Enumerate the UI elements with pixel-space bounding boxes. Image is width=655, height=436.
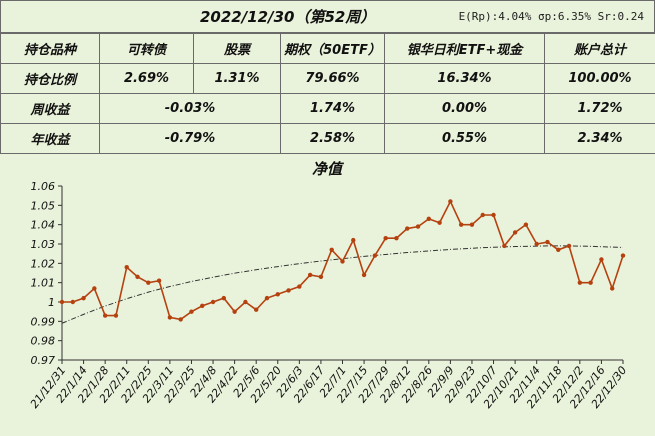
nav-point bbox=[480, 212, 485, 218]
nav-point bbox=[340, 259, 345, 264]
row-label: 年收益 bbox=[0, 123, 100, 154]
y-tick-label: 1 bbox=[48, 296, 55, 309]
table-row: 年收益 -0.79% 2.58% 0.55% 2.34% bbox=[0, 123, 655, 154]
nav-point bbox=[264, 295, 270, 301]
plot-area bbox=[59, 199, 626, 324]
nav-point bbox=[599, 257, 604, 262]
table-cell: 100.00% bbox=[544, 63, 655, 94]
chart-axes: 0.970.980.9911.011.021.031.041.051.0621/… bbox=[28, 180, 630, 411]
nav-point bbox=[81, 295, 86, 301]
table-cell: 2.58% bbox=[280, 123, 385, 154]
nav-point bbox=[394, 236, 399, 241]
y-tick-label: 0.97 bbox=[31, 354, 56, 367]
nav-point bbox=[577, 280, 583, 285]
column-header: 期权（50ETF） bbox=[280, 33, 385, 64]
nav-point bbox=[458, 222, 464, 227]
nav-point bbox=[351, 237, 356, 243]
nav-point bbox=[415, 224, 421, 229]
nav-point bbox=[502, 243, 507, 249]
nav-point bbox=[588, 280, 593, 285]
row-label: 周收益 bbox=[0, 93, 100, 124]
nav-point bbox=[102, 313, 108, 318]
nav-point bbox=[545, 239, 550, 245]
nav-point bbox=[361, 272, 367, 278]
risk-return-stats: E(Rp):4.04% σp:6.35% Sr:0.24 bbox=[458, 10, 644, 23]
y-tick-label: 0.99 bbox=[31, 315, 56, 328]
nav-point bbox=[232, 309, 237, 314]
holdings-table: 持仓品种 可转债 股票 期权（50ETF） 银华日利ETF+现金 账户总计 持仓… bbox=[0, 33, 655, 154]
nav-point bbox=[243, 299, 248, 305]
chart-title: 净值 bbox=[312, 160, 345, 178]
nav-point bbox=[167, 315, 173, 320]
table-cell: 0.55% bbox=[384, 123, 545, 154]
y-tick-label: 1.01 bbox=[31, 277, 56, 290]
nav-point bbox=[135, 274, 140, 280]
column-header: 股票 bbox=[193, 33, 281, 64]
report-header: 2022/12/30（第52周） E(Rp):4.04% σp:6.35% Sr… bbox=[0, 0, 655, 33]
table-cell: 1.74% bbox=[280, 93, 385, 124]
nav-point bbox=[556, 247, 561, 252]
table-cell: -0.03% bbox=[99, 93, 281, 124]
table-cell: 79.66% bbox=[280, 63, 385, 94]
nav-point bbox=[448, 199, 453, 204]
y-tick-label: 1.05 bbox=[31, 199, 56, 212]
nav-point bbox=[437, 220, 442, 225]
nav-point bbox=[178, 317, 183, 322]
nav-point bbox=[275, 292, 280, 297]
y-tick-label: 1.06 bbox=[31, 180, 56, 193]
y-tick-label: 1.03 bbox=[31, 238, 56, 251]
nav-point bbox=[383, 236, 388, 241]
table-cell: 1.31% bbox=[193, 63, 281, 94]
nav-point bbox=[253, 307, 259, 312]
table-row: 持仓品种 可转债 股票 期权（50ETF） 银华日利ETF+现金 账户总计 bbox=[0, 33, 655, 64]
y-tick-label: 0.98 bbox=[31, 335, 56, 348]
y-tick-label: 1.02 bbox=[31, 257, 56, 270]
nav-point bbox=[124, 265, 129, 270]
column-header: 可转债 bbox=[99, 33, 194, 64]
column-header: 账户总计 bbox=[544, 33, 655, 64]
table-cell: 0.00% bbox=[384, 93, 545, 124]
nav-point bbox=[113, 313, 119, 318]
table-cell: 1.72% bbox=[544, 93, 655, 124]
nav-point bbox=[566, 243, 572, 249]
nav-point bbox=[146, 280, 151, 285]
nav-point bbox=[469, 222, 475, 227]
nav-point bbox=[210, 299, 216, 305]
nav-line-chart: 净值 0.97 0.98 0.99 1 1.01 1.02 1.03 1.04 1.05 1.06… bbox=[28, 160, 630, 411]
table-cell: 16.34% bbox=[384, 63, 545, 94]
nav-point bbox=[92, 286, 97, 291]
nav-point bbox=[610, 286, 615, 291]
row-label: 持仓比例 bbox=[0, 63, 100, 94]
nav-point bbox=[534, 241, 539, 247]
table-row: 周收益 -0.03% 1.74% 0.00% 1.72% bbox=[0, 93, 655, 124]
row-label: 持仓品种 bbox=[0, 33, 100, 64]
nav-point bbox=[491, 212, 496, 218]
nav-point bbox=[512, 230, 518, 235]
nav-point bbox=[221, 295, 227, 301]
trend-line bbox=[61, 245, 624, 324]
table-cell: -0.79% bbox=[99, 123, 281, 154]
nav-point bbox=[59, 299, 65, 305]
nav-point bbox=[70, 299, 75, 305]
nav-point bbox=[372, 253, 378, 258]
column-header: 银华日利ETF+现金 bbox=[384, 33, 545, 64]
table-row: 持仓比例 2.69% 1.31% 79.66% 16.34% 100.00% bbox=[0, 63, 655, 94]
report-title: 2022/12/30（第52周） bbox=[200, 8, 376, 26]
nav-point bbox=[189, 309, 194, 314]
y-tick-label: 1.04 bbox=[31, 219, 56, 232]
nav-point bbox=[156, 278, 162, 283]
nav-point bbox=[286, 288, 291, 293]
nav-point bbox=[405, 226, 410, 231]
nav-point bbox=[620, 253, 626, 258]
table-cell: 2.34% bbox=[544, 123, 655, 154]
nav-point bbox=[523, 222, 529, 227]
nav-point bbox=[307, 272, 313, 278]
table-cell: 2.69% bbox=[99, 63, 194, 94]
nav-point bbox=[426, 216, 432, 222]
nav-point bbox=[318, 274, 324, 280]
nav-point bbox=[329, 247, 334, 252]
nav-point bbox=[200, 303, 205, 309]
nav-point bbox=[297, 284, 302, 289]
